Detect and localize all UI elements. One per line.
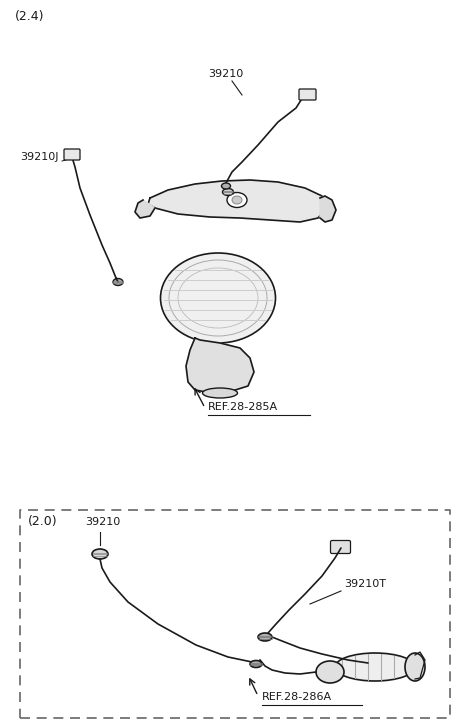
Polygon shape	[186, 338, 254, 393]
Text: (2.4): (2.4)	[15, 10, 44, 23]
Polygon shape	[148, 180, 325, 222]
Text: REF.28-285A: REF.28-285A	[208, 402, 278, 412]
Ellipse shape	[227, 193, 247, 207]
Text: REF.28-286A: REF.28-286A	[262, 692, 332, 702]
Ellipse shape	[113, 278, 123, 286]
Text: 39210: 39210	[208, 69, 243, 79]
FancyBboxPatch shape	[299, 89, 316, 100]
Polygon shape	[320, 196, 336, 222]
Ellipse shape	[222, 188, 234, 196]
Polygon shape	[135, 200, 155, 218]
Ellipse shape	[405, 653, 425, 681]
FancyBboxPatch shape	[331, 540, 351, 553]
Ellipse shape	[258, 633, 272, 641]
Ellipse shape	[203, 388, 238, 398]
Ellipse shape	[92, 549, 108, 559]
Ellipse shape	[221, 183, 231, 189]
Text: 39210: 39210	[85, 517, 120, 527]
Ellipse shape	[232, 196, 242, 204]
Text: 39210T: 39210T	[344, 579, 386, 589]
Ellipse shape	[335, 653, 415, 681]
Ellipse shape	[250, 661, 262, 667]
Text: (2.0): (2.0)	[28, 515, 57, 528]
Ellipse shape	[316, 661, 344, 683]
Ellipse shape	[161, 253, 276, 343]
FancyBboxPatch shape	[64, 149, 80, 160]
Text: 39210J: 39210J	[20, 152, 58, 162]
